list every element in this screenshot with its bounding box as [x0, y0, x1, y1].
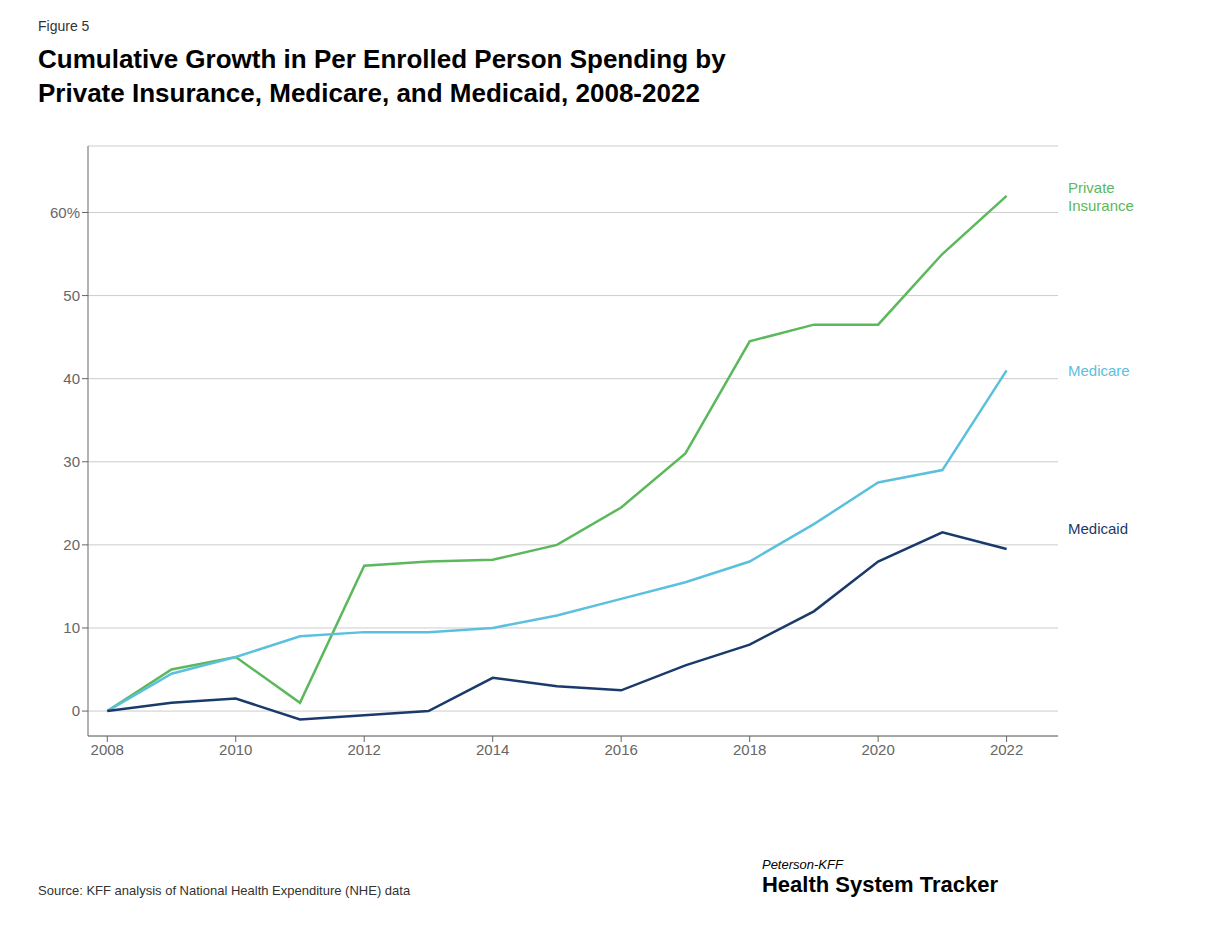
svg-text:2010: 2010 — [219, 741, 252, 758]
svg-text:50: 50 — [63, 287, 80, 304]
html-text:Source: KFF analysis of Nation: Source: KFF analysis of National Health … — [38, 883, 411, 898]
svg-text:2014: 2014 — [476, 741, 509, 758]
html-text:Figure 5: Figure 5 — [38, 18, 90, 34]
svg-text:2018: 2018 — [733, 741, 766, 758]
svg-text:2020: 2020 — [861, 741, 894, 758]
svg-text:10: 10 — [63, 619, 80, 636]
svg-text:0: 0 — [72, 702, 80, 719]
svg-text:2008: 2008 — [91, 741, 124, 758]
svg-text:PrivateInsurance: PrivateInsurance — [1068, 178, 1134, 213]
svg-text:60%: 60% — [50, 204, 80, 221]
svg-text:40: 40 — [63, 370, 80, 387]
html-text:Cumulative Growth in Per Enrol: Cumulative Growth in Per Enrolled Person… — [38, 44, 726, 74]
svg-text:Medicare: Medicare — [1068, 362, 1130, 379]
svg-text:2016: 2016 — [604, 741, 637, 758]
svg-text:2022: 2022 — [990, 741, 1023, 758]
html-text:Peterson-KFF: Peterson-KFF — [762, 857, 843, 872]
svg-text:2012: 2012 — [348, 741, 381, 758]
svg-text:Medicaid: Medicaid — [1068, 520, 1128, 537]
html-text:Private Insurance, Medicare, a: Private Insurance, Medicare, and Medicai… — [38, 78, 700, 108]
html-text:Health System Tracker: Health System Tracker — [762, 872, 998, 897]
svg-text:20: 20 — [63, 536, 80, 553]
svg-text:30: 30 — [63, 453, 80, 470]
